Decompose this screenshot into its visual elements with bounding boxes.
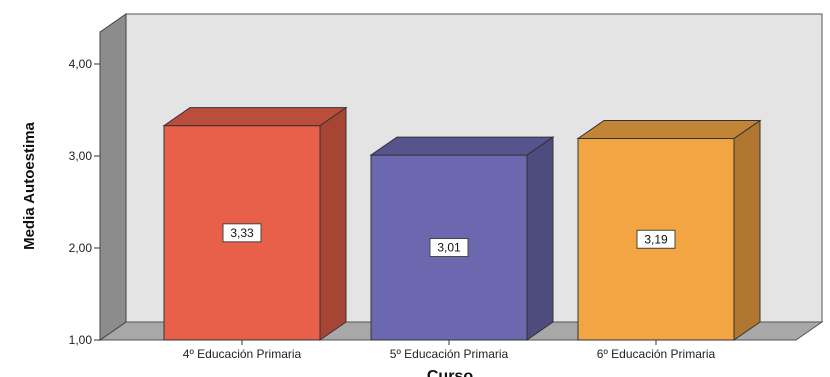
category-labels: 4º Educación Primaria 5º Educación Primar… xyxy=(183,340,716,361)
left-wall-shade xyxy=(99,13,127,341)
data-label: 3,19 xyxy=(644,232,668,246)
data-label-box xyxy=(429,238,469,258)
y-tick-label: 2,00 xyxy=(69,241,93,255)
bar: 3,19 xyxy=(576,119,762,341)
y-tick-label: 4,00 xyxy=(69,57,93,71)
y-tick-label: 1,00 xyxy=(69,333,93,347)
bar: 3,01 xyxy=(369,136,555,341)
category-label: 6º Educación Primaria xyxy=(597,347,716,361)
y-axis-ticks: 1,00 2,00 3,00 4,00 xyxy=(69,57,100,347)
y-axis-title: Media Autoestima xyxy=(21,121,38,249)
bar-top xyxy=(369,136,555,156)
data-label-box xyxy=(222,223,262,243)
bar-side xyxy=(319,106,347,341)
bars: 3,33 3,01 3,19 xyxy=(162,106,762,341)
bar-side xyxy=(526,136,554,341)
category-label: 4º Educación Primaria xyxy=(183,347,302,361)
data-label-box xyxy=(636,229,676,249)
category-label: 5º Educación Primaria xyxy=(390,347,509,361)
data-label: 3,33 xyxy=(230,226,254,240)
bar-side xyxy=(733,119,761,341)
bar-top xyxy=(576,120,762,140)
x-axis-title: Curso xyxy=(427,368,473,377)
data-label: 3,01 xyxy=(437,241,461,255)
bar: 3,33 xyxy=(162,106,348,341)
y-tick-label: 3,00 xyxy=(69,149,93,163)
bar-top xyxy=(162,107,348,127)
